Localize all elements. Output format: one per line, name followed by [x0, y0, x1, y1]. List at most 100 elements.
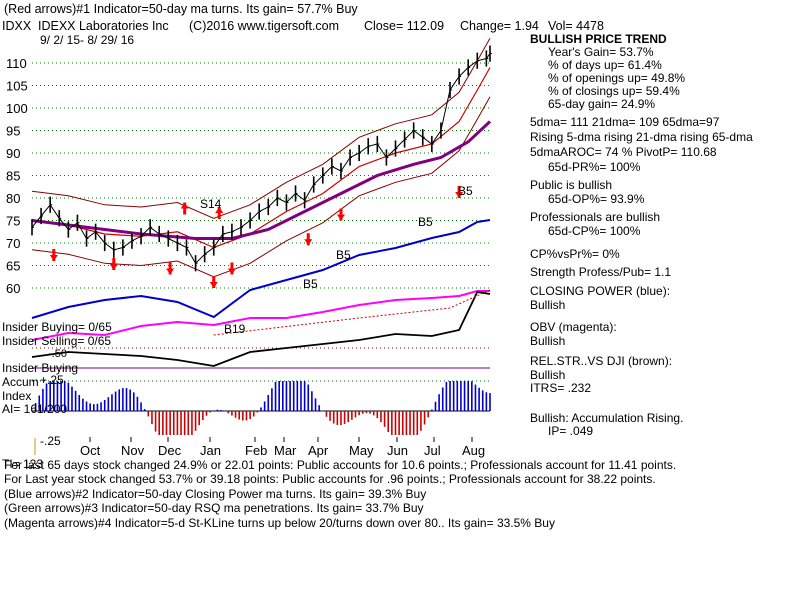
rising-mas: Rising 5-dma rising 21-dma rising 65-dma: [530, 130, 753, 144]
x-axis-ticks: Oct Nov Dec Jan Feb Mar Apr May Jun Jul Aug: [34, 437, 485, 458]
x-tick-Dec: Dec: [158, 443, 182, 458]
signal-arrow-1-head: [109, 264, 118, 270]
upper-band-line: [31, 38, 491, 219]
b5-annotation-4: B5: [458, 184, 473, 198]
minus50-label: -.50: [48, 348, 67, 360]
b5-annotation-3: B5: [418, 215, 433, 229]
y-tick-75: 75: [6, 214, 20, 229]
rel-str-title: REL.STR..VS DJI (brown):: [530, 354, 673, 368]
dma-values: 5dma= 111 21dma= 109 65dma=97: [530, 115, 720, 129]
obv-status: Bullish: [530, 334, 566, 348]
x-tick-Jan: Jan: [200, 443, 221, 458]
signal-arrow-0-head: [49, 255, 58, 261]
footer-year-change: For Last year stock changed 53.7% or 39.…: [4, 472, 656, 486]
pr-pct: 65d-PR%= 100%: [548, 160, 641, 174]
closing-power-line: [31, 219, 491, 319]
x-tick-Feb: Feb: [245, 443, 267, 458]
s14-annotation: S14: [200, 197, 222, 211]
years-gain: Year's Gain= 53.7%: [548, 45, 654, 59]
rel-str-status: Bullish: [530, 368, 566, 382]
signal-arrow-4-head: [227, 268, 236, 275]
insider-buying-label: Insider Buying: [2, 361, 79, 375]
ai-label: AI= 161/200: [2, 402, 68, 416]
price-line: [31, 53, 491, 265]
y-tick-80: 80: [6, 191, 20, 206]
accum-label: Accum: [2, 375, 39, 389]
ticker-symbol: IDXX: [2, 19, 32, 33]
date-range: 9/ 2/ 15- 8/ 29/ 16: [40, 33, 135, 47]
price-series: [31, 38, 492, 288]
pct-days-up: % of days up= 61.4%: [548, 58, 662, 72]
footer-green-arrows: (Green arrows)#3 Indicator=50-day RSQ ma…: [4, 501, 424, 515]
pct-openings-up: % of openings up= 49.8%: [548, 71, 686, 85]
cp-pct: 65d-CP%= 100%: [548, 224, 641, 238]
signal-arrow-5-head: [304, 239, 313, 246]
y-axis-ticks: 60 65 70 75 80 85 90 95 100 105 110: [6, 56, 28, 296]
copyright: (C)2016 www.tigersoft.com: [189, 19, 340, 33]
y-tick-60: 60: [6, 281, 20, 296]
signal-arrow-8-head: [336, 214, 345, 221]
signal-arrow-3-head: [209, 282, 218, 288]
signal-arrow-2-head: [166, 268, 175, 275]
pct-closings-up: % of closings up= 59.4%: [548, 84, 680, 98]
x-tick-Aug: Aug: [462, 443, 485, 458]
y-tick-105: 105: [6, 79, 28, 94]
accumulation-status: Bullish: Accumulation Rising.: [530, 411, 684, 425]
aroc-pivot: 5dmaAROC= 74 % PivotP= 110.68: [530, 145, 717, 159]
minus25-label: -.25: [40, 434, 61, 448]
x-tick-Jun: Jun: [387, 443, 408, 458]
volume-value: Vol= 4478: [548, 19, 604, 33]
closing-power-title: CLOSING POWER (blue):: [530, 284, 671, 298]
footer-magenta-arrows: (Magenta arrows)#4 Indicator=5-d St-KLin…: [4, 516, 555, 530]
y-tick-95: 95: [6, 124, 20, 139]
footer-ti-overlap: TI= 123: [2, 457, 44, 471]
x-tick-Oct: Oct: [80, 443, 101, 458]
insider-selling-count: Insider Selling= 0/65: [2, 334, 112, 348]
ip-value: IP= .049: [548, 424, 594, 438]
x-tick-Mar: Mar: [274, 443, 297, 458]
b5-annotation-2: B5: [336, 248, 351, 262]
footer-65-day-change: For last 65 days stock changed 24.9% or …: [4, 458, 677, 472]
close-value: Close= 112.09: [364, 19, 445, 33]
y-tick-65: 65: [6, 259, 20, 274]
obv-title: OBV (magenta):: [530, 320, 617, 334]
price-gridlines: [32, 62, 490, 412]
obv-line: [31, 290, 490, 341]
signal-arrow-6-head: [180, 202, 189, 209]
footer-blue-arrows: (Blue arrows)#2 Indicator=50-day Closing…: [4, 487, 427, 501]
x-tick-Nov: Nov: [121, 443, 145, 458]
y-tick-70: 70: [6, 236, 20, 251]
public-status: Public is bullish: [530, 178, 613, 192]
b5-annotation-1: B5: [303, 277, 318, 291]
y-tick-100: 100: [6, 101, 28, 116]
y-tick-90: 90: [6, 146, 20, 161]
closing-power-status: Bullish: [530, 298, 566, 312]
b19-annotation: B19: [224, 322, 246, 336]
gain-65-day: 65-day gain= 24.9%: [548, 97, 656, 111]
header-indicator-line: (Red arrows)#1 Indicator=50-day ma turns…: [4, 2, 358, 16]
plus25-label: +.25: [40, 373, 64, 387]
trend-title: BULLISH PRICE TREND: [530, 32, 667, 46]
strength-ratio: Strength Profess/Pub= 1.1: [530, 265, 672, 279]
signal-arrow-7-head: [215, 207, 224, 213]
rel-str-line: [31, 291, 491, 367]
dma21-line: [31, 67, 491, 249]
stock-chart: 60 65 70 75 80 85 90 95 100 105 110 Oct Nov Dec Jan Fe…: [6, 38, 492, 458]
itrs-value: ITRS= .232: [530, 381, 592, 395]
signal-arrow-9-head: [455, 192, 464, 198]
x-tick-May: May: [349, 443, 374, 458]
professionals-status: Professionals are bullish: [530, 210, 661, 224]
x-tick-Jul: Jul: [424, 443, 441, 458]
y-tick-85: 85: [6, 169, 20, 184]
cp-vs-pr: CP%vsPr%= 0%: [530, 247, 620, 261]
x-tick-Apr: Apr: [308, 443, 329, 458]
op-pct: 65d-OP%= 93.9%: [548, 192, 645, 206]
indicator-panels: [31, 219, 491, 435]
change-value: Change= 1.94: [460, 19, 539, 33]
insider-buying-count: Insider Buying= 0/65: [2, 320, 112, 334]
index-label: Index: [2, 389, 32, 403]
y-tick-110: 110: [6, 56, 27, 71]
lower-band-line: [31, 96, 491, 278]
company-name: IDEXX Laboratories Inc: [38, 19, 169, 33]
rising-dotted-line: [213, 289, 491, 336]
